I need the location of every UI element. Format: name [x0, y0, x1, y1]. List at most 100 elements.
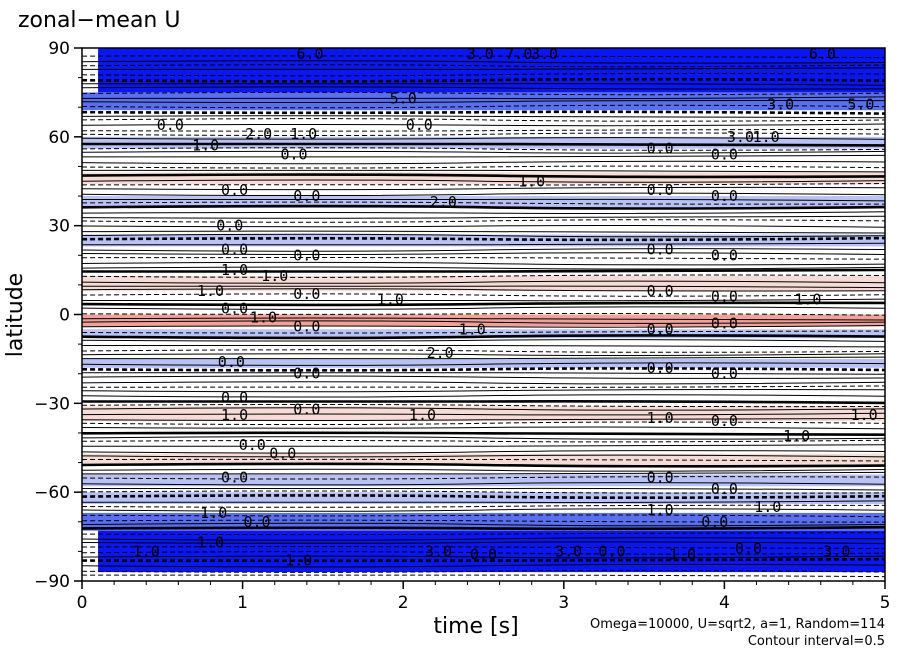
contour-label: 0.0	[221, 240, 248, 258]
value-band-15	[82, 358, 885, 368]
contour-line	[82, 385, 885, 388]
contour-line	[82, 557, 885, 563]
contour-label: 0.0	[647, 140, 674, 158]
contour-line	[82, 353, 885, 356]
contour-label: 3.0	[823, 542, 850, 560]
contour-label: 1.0	[783, 427, 810, 445]
contour-line	[82, 186, 885, 191]
contour-label: 0.0	[711, 246, 738, 264]
contour-line	[82, 55, 885, 59]
y-axis-label: latitude	[3, 273, 28, 357]
contour-line	[82, 204, 885, 210]
contour-line	[82, 118, 885, 122]
contour-label: 1.0	[197, 282, 224, 300]
contour-label: 0.0	[647, 181, 674, 199]
contour-labels: 6.0 3.0 7.03.0 6.05.0 5.03.00.0 0.02.0 1.0 3.01…	[133, 45, 878, 569]
contour-line	[82, 344, 885, 348]
contour-line	[82, 160, 885, 165]
y-tick-label: 60	[48, 128, 70, 148]
value-band-11	[82, 172, 885, 185]
contour-line	[82, 375, 885, 379]
contour-line	[82, 563, 885, 568]
contour-label: 0.0	[239, 436, 266, 454]
contour-line	[82, 154, 885, 158]
contour-label: 1.0	[261, 267, 288, 285]
contour-line	[82, 274, 885, 278]
contour-label: 0.0	[647, 240, 674, 258]
y-tick-label: 30	[48, 217, 70, 237]
contour-label: 5.0	[390, 89, 417, 107]
contour-label: 1.0	[221, 261, 248, 279]
contour-line	[82, 541, 885, 545]
contour-interval-annotation: Contour interval=0.5	[748, 634, 885, 649]
contour-label: 1.0	[377, 291, 404, 309]
contour-line	[82, 494, 885, 500]
contour-line	[82, 165, 885, 169]
contour-label: 0.0	[293, 400, 320, 418]
contour-label: 1.0	[851, 406, 878, 424]
contour-label: 0.0	[221, 468, 248, 486]
contour-label: 3.0	[767, 95, 794, 113]
contour-label: 0.0	[711, 412, 738, 430]
x-axis: 0 1 2 3 4 5	[77, 581, 890, 613]
contour-label: 0.0	[269, 445, 296, 463]
contour-line	[82, 356, 885, 360]
contour-line	[82, 471, 885, 475]
y-tick-label: 90	[48, 39, 70, 59]
contour-label: 0.0	[647, 282, 674, 300]
contour-label: 0.0	[647, 320, 674, 338]
contour-label: 0.0	[221, 181, 248, 199]
contour-label: 0.0	[293, 365, 320, 383]
contour-line	[82, 230, 885, 234]
x-tick-label: 2	[398, 593, 409, 613]
contour-line	[82, 482, 885, 486]
contour-line	[82, 266, 885, 270]
contour-line	[82, 339, 885, 342]
contour-label: 3.0	[531, 45, 558, 63]
contour-line	[82, 236, 885, 242]
contour-line	[82, 215, 885, 219]
contour-line	[82, 555, 885, 559]
y-tick-label: −90	[34, 572, 70, 592]
contour-line	[82, 137, 885, 140]
contour-line	[82, 367, 885, 372]
contour-label: 0.0	[711, 146, 738, 164]
contour-line	[82, 268, 885, 273]
contour-label: 7.0	[505, 45, 532, 63]
plot-area: 6.0 3.0 7.03.0 6.05.0 5.03.00.0 0.02.0 1.0 3.01…	[81, 45, 886, 582]
contour-line	[82, 412, 885, 416]
contour-label: 1.0	[409, 406, 436, 424]
parameter-annotation: Omega=10000, U=sqrt2, a=1, Random=114	[590, 617, 885, 632]
contour-label: 6.0	[297, 45, 324, 63]
contour-label: 1.0	[794, 291, 821, 309]
contour-label: 1.0	[250, 308, 277, 326]
contour-line	[82, 454, 885, 458]
contour-line	[82, 233, 885, 238]
contour-line	[82, 362, 885, 366]
contour-label: 0.0	[598, 542, 625, 560]
contour-line	[82, 211, 885, 214]
contour-label: 0.0	[406, 116, 433, 134]
contour-line	[82, 381, 885, 385]
contour-line	[82, 261, 885, 266]
contour-label: 1.0	[518, 172, 545, 190]
contour-line	[82, 394, 885, 398]
contour-line	[82, 306, 885, 310]
contour-line	[82, 431, 885, 436]
contour-line	[82, 298, 885, 302]
contour-label: 0.0	[711, 365, 738, 383]
contour-line	[82, 317, 885, 321]
contour-line	[82, 468, 885, 472]
contour-label: 0.0	[711, 288, 738, 306]
contour-line	[82, 574, 885, 578]
contour-line	[82, 458, 885, 462]
contour-line	[82, 334, 885, 340]
contour-label: 5.0	[847, 95, 874, 113]
contour-line	[82, 288, 885, 292]
contour-label: 1.0	[285, 551, 312, 569]
contour-line	[82, 192, 885, 197]
contour-line	[82, 476, 885, 480]
contour-line	[82, 490, 885, 494]
contour-line	[82, 569, 885, 573]
